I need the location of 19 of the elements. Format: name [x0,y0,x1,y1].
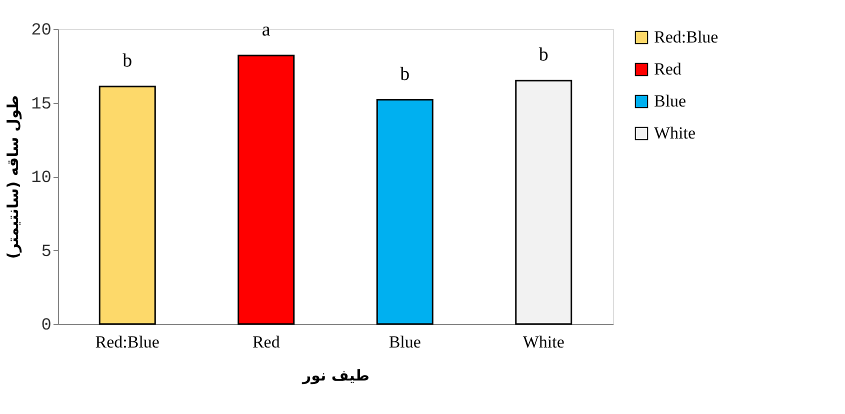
annotation: b [538,44,548,66]
y-tick-label: 15 [31,95,52,114]
x-tick-label: Red:Blue [95,332,160,352]
legend-label: White [654,124,696,142]
y-tick-label: 5 [41,242,52,262]
legend-label: Blue [654,92,686,110]
y-tick-label: 0 [41,316,52,336]
x-axis-title: طيف نور [301,366,370,384]
y-tick-label: 10 [31,169,52,188]
x-tick-label: Blue [388,332,421,352]
y-tick-label: 20 [31,22,52,40]
legend-label: Red [654,60,682,78]
annotation: a [262,20,271,41]
y-axis-title: طول ساقه (سانتيمتر) [4,95,22,259]
annotation: b [400,64,410,85]
legend-label: Red:Blue [654,28,718,46]
x-tick-label: Red [252,332,280,352]
x-tick-label: White [522,332,564,352]
annotation: b [122,50,132,72]
